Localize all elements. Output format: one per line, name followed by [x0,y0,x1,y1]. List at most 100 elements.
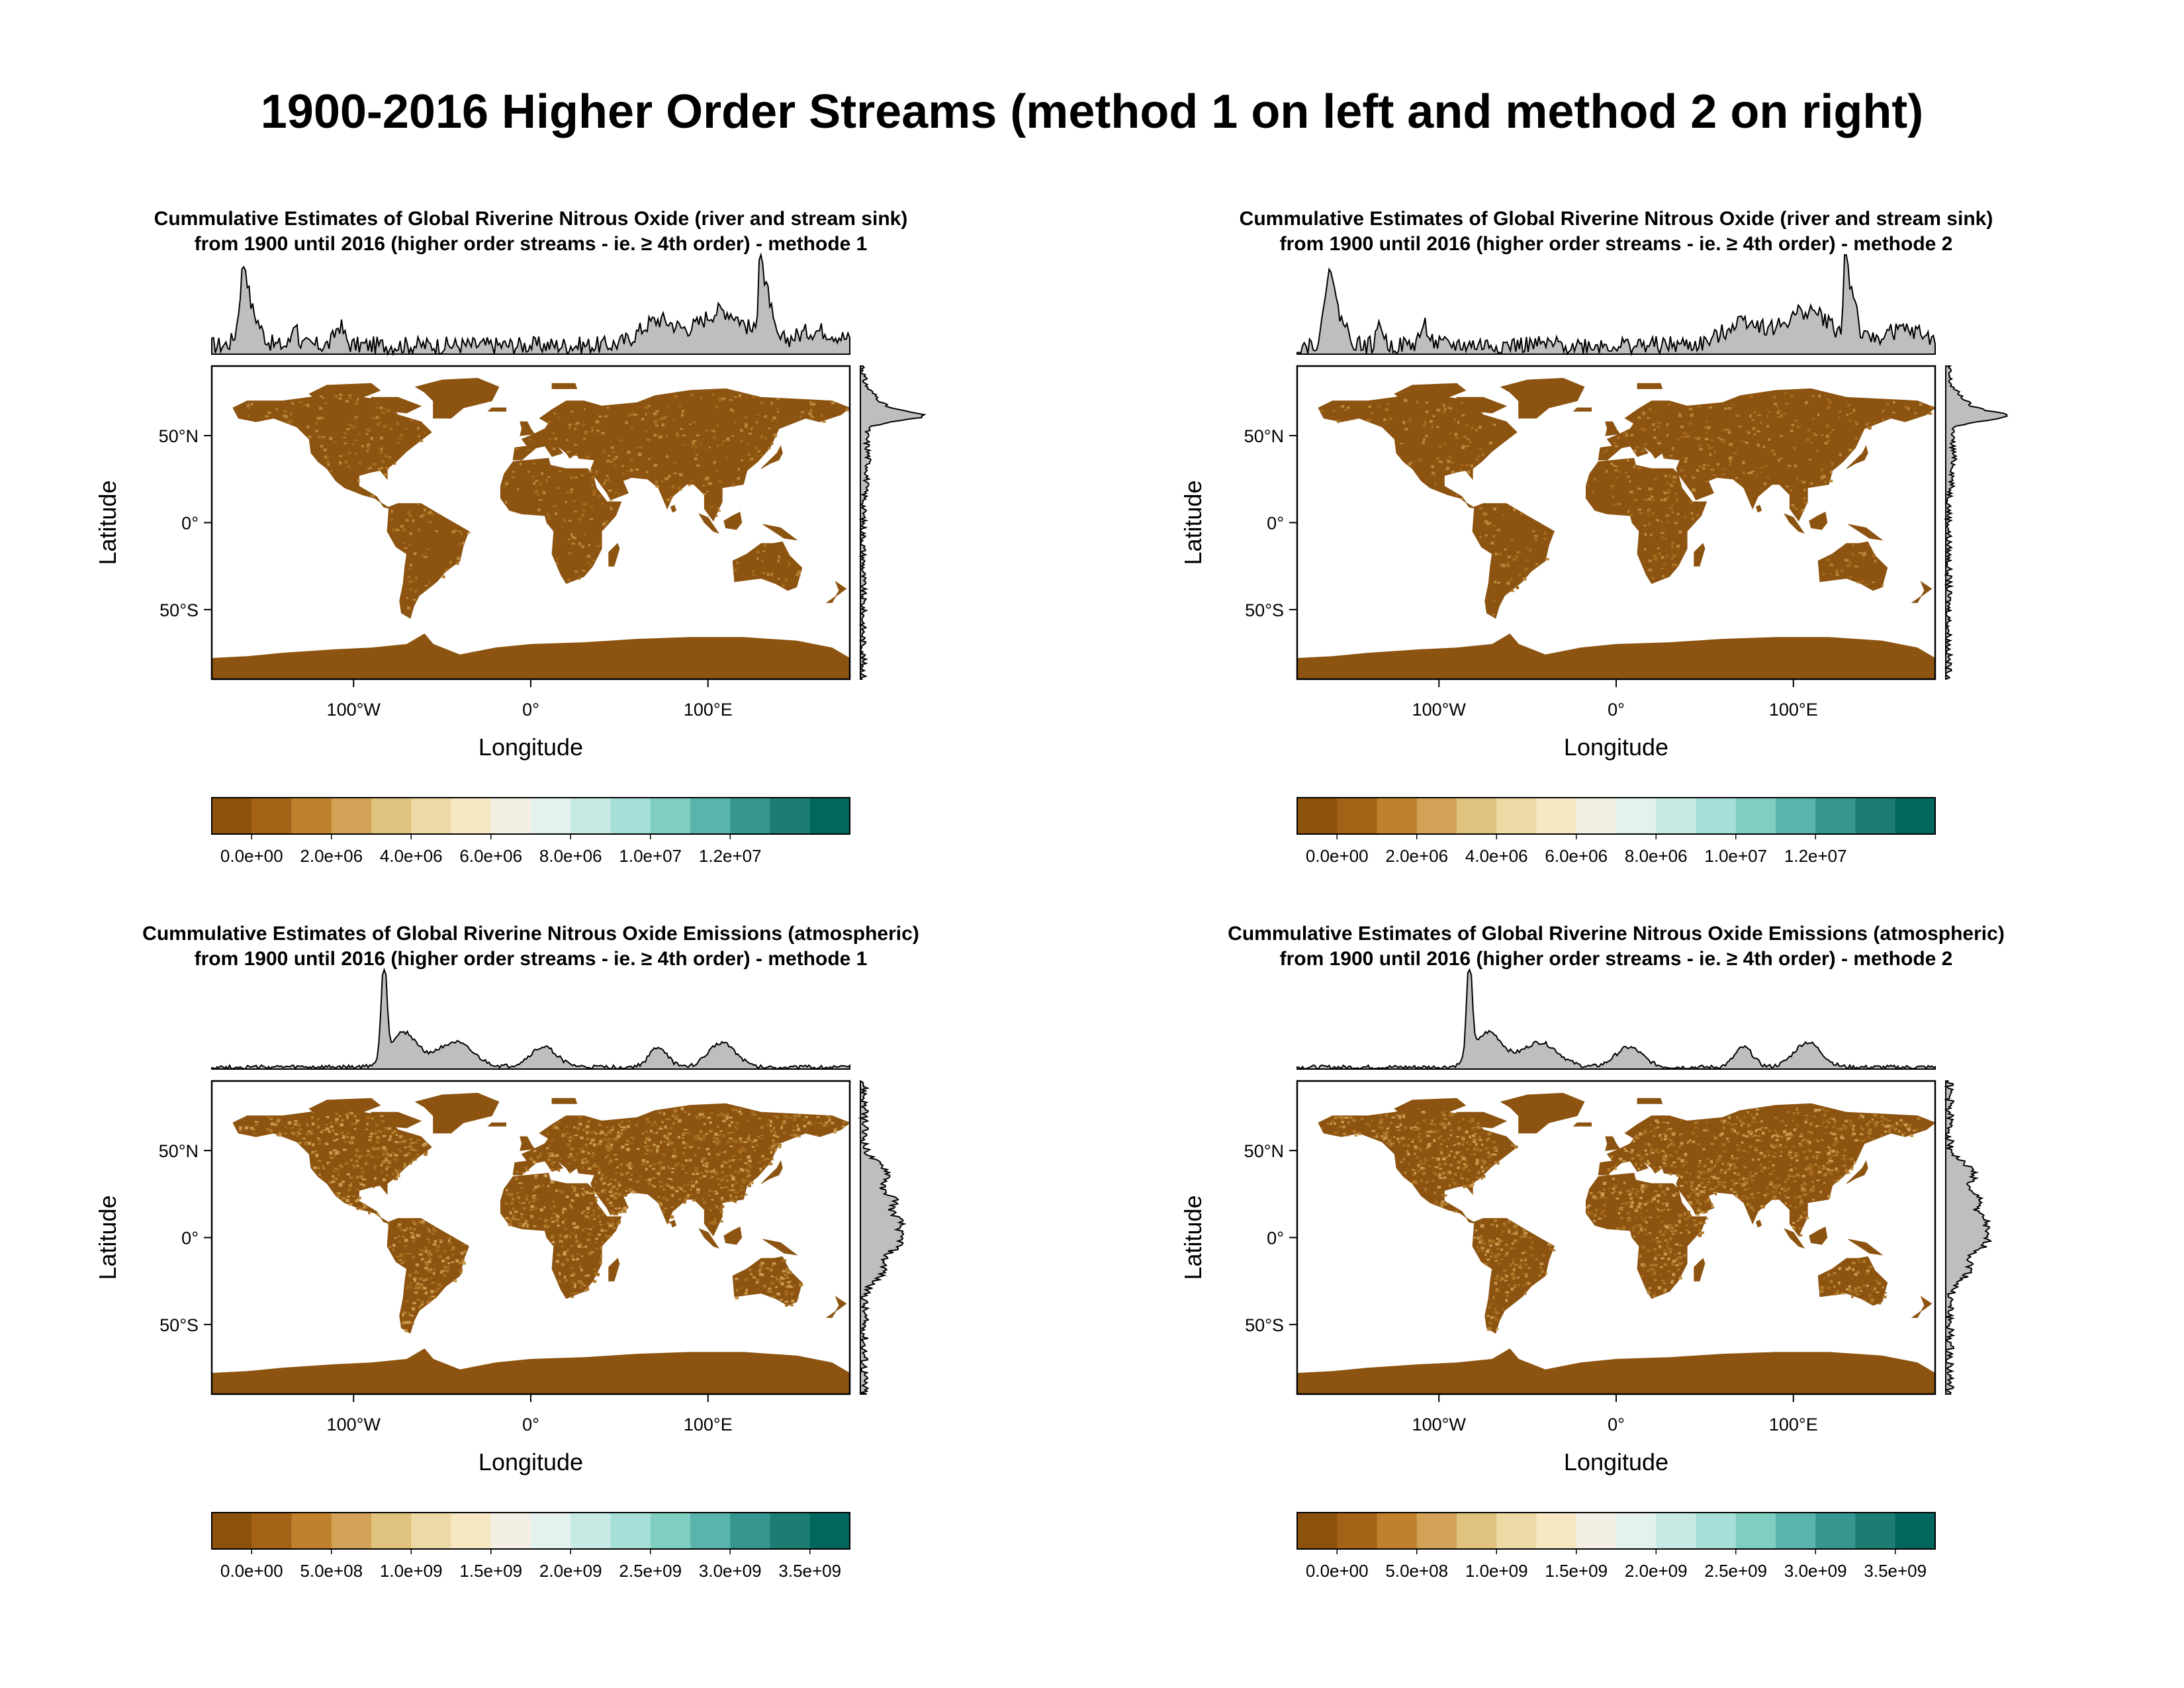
x-tick-label: 100°E [1769,700,1818,720]
x-tick-label: 0° [522,1415,539,1434]
x-tick-label: 100°W [1412,1415,1467,1434]
land-new-guinea [1848,524,1884,541]
land-new-guinea [762,524,798,541]
colorbar-tick-label: 2.5e+09 [1704,1561,1767,1581]
land-speckle-texture [1321,1107,1935,1331]
latitude-marginal-density [858,365,927,680]
colorbar-tick-label: 5.0e+08 [300,1561,363,1581]
colorbar-tick-label: 2.0e+09 [1625,1561,1688,1581]
land-madagascar [608,1258,620,1282]
land-speckle-texture [239,1107,846,1333]
colorbar-tick-label: 1.0e+07 [619,846,682,866]
colorbar-tick-label: 1.2e+07 [699,846,762,866]
colorbar-tick-label: 3.5e+09 [778,1561,841,1581]
land-sri-lanka [670,1219,677,1228]
colorbar-swatch [490,1513,531,1549]
map-title-line-2: from 1900 until 2016 (higher order strea… [1280,948,1953,970]
colorbar-swatch [650,1513,691,1549]
colorbar-swatch [1855,798,1896,834]
colorbar-swatch [251,1513,293,1549]
colorbar-swatch [1416,798,1457,834]
colorbar-tick-label: 8.0e+06 [539,846,602,866]
land-new-zealand [1911,1295,1933,1318]
colorbar-swatch [1377,1513,1418,1549]
latitude-marginal-density [1943,365,2008,680]
colorbar-swatch [1496,798,1537,834]
colorbar-swatch [531,798,571,834]
colorbar-swatch [1735,1513,1776,1549]
colorbar-swatch [1815,1513,1856,1549]
map-title-line-2: from 1900 until 2016 (higher order strea… [1280,233,1953,255]
longitude-marginal-density [1297,254,1936,357]
land-australia [1817,541,1888,591]
colorbar-frame [211,797,850,835]
colorbar-tick-label: 4.0e+06 [380,846,443,866]
land-britain [1605,1136,1621,1151]
y-axis-label: Latitude [1179,1195,1206,1280]
colorbar-swatch [690,798,731,834]
land-indonesia-borneo [1809,1226,1828,1245]
land-new-guinea [762,1239,798,1256]
colorbar-swatch [371,1513,412,1549]
map-title-line-1: Cummulative Estimates of Global Riverine… [142,923,919,945]
colorbar-swatch [1895,1513,1936,1549]
colorbar-tick-label: 5.0e+08 [1385,1561,1448,1581]
longitude-marginal-density [1297,968,1936,1070]
colorbar-tick-label: 3.0e+09 [1784,1561,1847,1581]
land-eurasia [1598,388,1935,522]
colorbar-swatch [1696,1513,1737,1549]
land-speckle-texture [246,393,850,610]
y-tick-label: 0° [1267,514,1284,534]
colorbar-tick-label: 2.5e+09 [619,1561,682,1581]
land-iceland [487,1122,506,1127]
colorbar-swatch [451,798,492,834]
colorbar-swatch [730,1513,771,1549]
land-japan [1846,1160,1868,1184]
land-layer [212,1092,850,1394]
x-axis-label: Longitude [478,733,583,761]
y-axis-label: Latitude [94,480,121,565]
y-tick-label: 50°N [159,1141,199,1161]
colorbar-swatch [411,1513,452,1549]
x-axis-label: Longitude [1564,1448,1668,1476]
colorbar-swatch [1616,1513,1657,1549]
land-greenland [1500,1092,1585,1134]
land-indonesia-sumatra [1784,513,1805,534]
land-arctic-islands [308,383,381,402]
colorbar-swatch [291,1513,332,1549]
map-title-line-1: Cummulative Estimates of Global Riverine… [1240,208,1993,230]
map-title-line-1: Cummulative Estimates of Global Riverine… [1228,923,2005,945]
colorbar-swatch [1735,798,1776,834]
land-svalbard [1637,1098,1663,1104]
colorbar-swatch [490,798,531,834]
land-new-zealand [825,1295,847,1318]
map-title-line-2: from 1900 until 2016 (higher order strea… [195,233,868,255]
y-tick-label: 50°S [159,600,199,620]
land-new-zealand [1911,581,1933,603]
colorbar-swatch [1895,798,1936,834]
colorbar-swatch [570,1513,612,1549]
colorbar-swatch [770,1513,811,1549]
colorbar-swatch [531,1513,571,1549]
colorbar-swatch [1337,798,1378,834]
land-antarctica [1297,633,1935,679]
colorbar-tick-label: 0.0e+00 [220,1561,283,1581]
land-iceland [1572,407,1592,412]
colorbar-frame [1297,1512,1936,1550]
colorbar-swatch [212,1513,252,1549]
colorbar-tick-label: 3.5e+09 [1864,1561,1927,1581]
map-svg: Cummulative Estimates of Global Riverine… [94,208,927,866]
colorbar-swatch [1457,798,1497,834]
land-sri-lanka [670,504,677,513]
land-antarctica [212,633,850,679]
land-iceland [1572,1122,1592,1127]
colorbar-tick-label: 6.0e+06 [1545,846,1608,866]
map-title-line-2: from 1900 until 2016 (higher order strea… [195,948,868,970]
colorbar-swatch [730,798,771,834]
colorbar-swatch [1416,1513,1457,1549]
land-greenland [1500,377,1585,419]
land-layer [1297,377,1935,679]
colorbar-frame [211,1512,850,1550]
land-indonesia-borneo [1809,511,1828,530]
land-south-america [387,503,469,619]
